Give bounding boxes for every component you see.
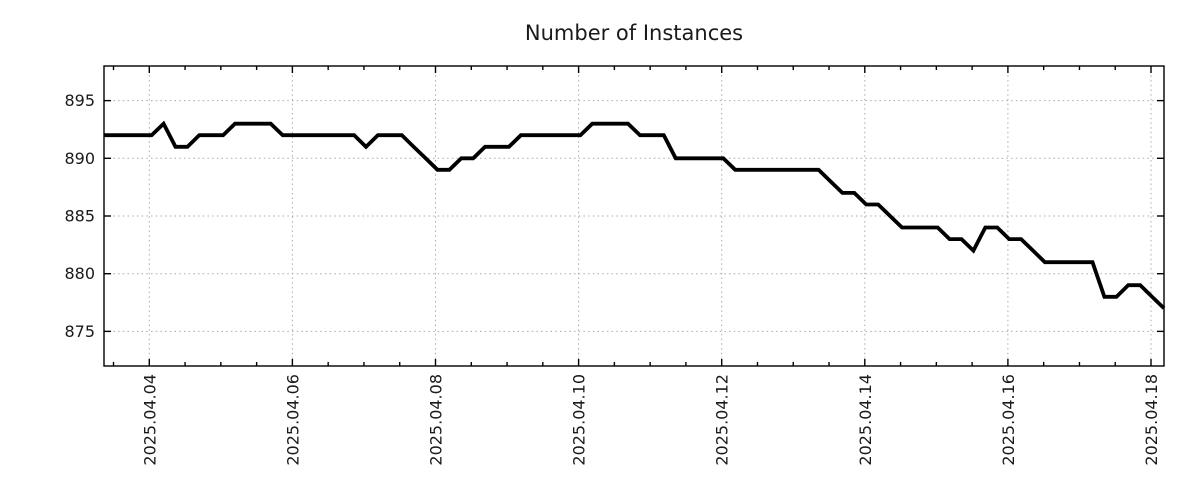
x-tick-label: 2025.04.06 xyxy=(283,374,302,466)
x-tick-label: 2025.04.12 xyxy=(713,374,732,466)
x-tick-label: 2025.04.16 xyxy=(999,374,1018,466)
gridlines xyxy=(104,66,1164,366)
y-tick-label: 875 xyxy=(64,322,95,341)
axis-labels: 875 880 885 890 895 2025.04.04 2025.04.06 2025.… xyxy=(64,91,1161,465)
x-tick-label: 2025.04.04 xyxy=(140,374,159,466)
plot-border xyxy=(103,65,1165,367)
x-tick-label: 2025.04.18 xyxy=(1142,374,1161,466)
chart-title: Number of Instances xyxy=(525,21,743,45)
x-tick-label: 2025.04.08 xyxy=(427,374,446,466)
data-series xyxy=(104,120,1166,310)
x-tick-label: 2025.04.14 xyxy=(856,374,875,466)
y-tick-label: 885 xyxy=(64,207,95,226)
y-tick-label: 890 xyxy=(64,149,95,168)
y-tick-label: 880 xyxy=(64,264,95,283)
axes xyxy=(103,65,1165,367)
data-line xyxy=(104,120,1166,310)
y-tick-label: 895 xyxy=(64,91,95,110)
x-tick-label: 2025.04.10 xyxy=(570,374,589,466)
